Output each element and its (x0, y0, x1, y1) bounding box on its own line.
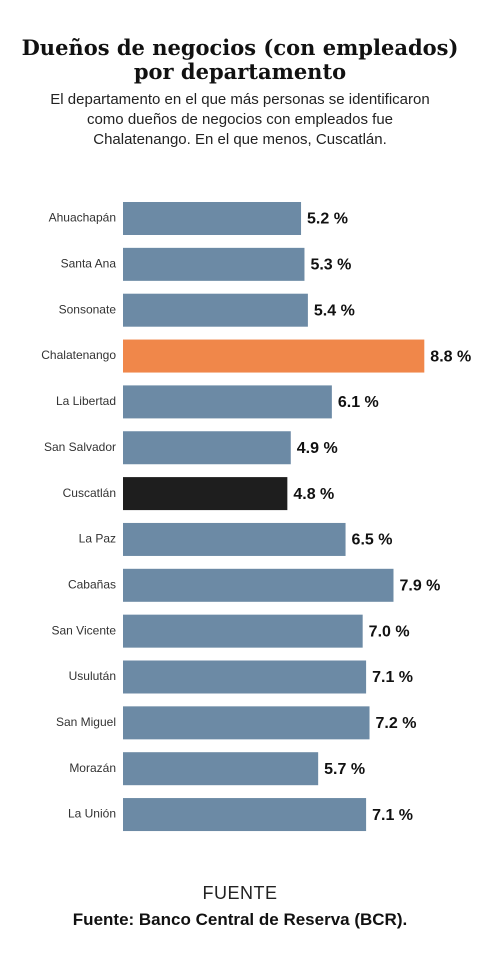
category-label: Usulután (69, 669, 116, 683)
value-label: 7.2 % (376, 715, 417, 732)
bar-chart: Ahuachapán 5.2 % Santa Ana 5.3 % Sonsonate 5.… (41, 202, 471, 832)
value-label: 6.5 % (352, 532, 393, 549)
bar-row: La Paz 6.5 % (79, 522, 393, 556)
chart-title-line-2: por departamento (133, 59, 347, 84)
bar (123, 522, 346, 556)
bar (123, 385, 332, 419)
value-label: 4.8 % (293, 486, 334, 503)
bar (123, 293, 308, 327)
bar (123, 614, 363, 648)
value-label: 7.1 % (372, 669, 413, 686)
bar-row: Cabañas 7.9 % (68, 568, 440, 602)
value-label: 7.9 % (399, 578, 440, 595)
bar (123, 568, 394, 602)
value-label: 5.2 % (307, 211, 348, 228)
chart-subtitle: El departamento en el que más personas s… (20, 90, 460, 150)
category-label: Ahuachapán (49, 211, 116, 225)
bar (123, 752, 319, 786)
bar-row: La Libertad 6.1 % (56, 385, 379, 419)
category-label: San Miguel (56, 715, 116, 729)
bar (123, 477, 288, 511)
chart-subtitle-line-2: como dueños de negocios con empleados fu… (86, 111, 394, 128)
chart-subtitle-line-1: El departamento en el que más personas s… (50, 91, 430, 108)
bar-row: Morazán 5.7 % (69, 752, 365, 786)
value-label: 7.1 % (372, 807, 413, 824)
category-label: Santa Ana (61, 257, 117, 271)
value-label: 5.4 % (314, 302, 355, 319)
bar (123, 798, 367, 832)
category-label: La Paz (79, 532, 116, 546)
bar-row: Usulután 7.1 % (69, 660, 413, 694)
category-label: Sonsonate (59, 302, 117, 316)
category-label: Cabañas (68, 577, 116, 591)
bar-row: San Vicente 7.0 % (52, 614, 410, 648)
bar-row: Santa Ana 5.3 % (61, 247, 351, 281)
category-label: La Unión (68, 807, 116, 821)
bar (123, 431, 291, 465)
bar (123, 202, 302, 235)
bar (123, 660, 367, 694)
category-label: San Vicente (52, 623, 117, 637)
bar-row: Sonsonate 5.4 % (59, 293, 355, 327)
value-label: 6.1 % (338, 394, 379, 411)
source-text: Fuente: Banco Central de Reserva (BCR). (72, 910, 408, 929)
bar (123, 339, 425, 373)
source-heading: FUENTE (202, 883, 278, 903)
bar-row: Cuscatlán 4.8 % (63, 477, 334, 511)
bar-row: La Unión 7.1 % (68, 798, 413, 832)
value-label: 8.8 % (430, 348, 471, 365)
value-label: 7.0 % (369, 623, 410, 640)
category-label: San Salvador (44, 440, 116, 454)
value-label: 5.7 % (324, 761, 365, 778)
bar-row: Chalatenango 8.8 % (41, 339, 471, 373)
chart-title-line-1: Dueños de negocios (con empleados) (21, 35, 459, 60)
bar-row: Ahuachapán 5.2 % (49, 202, 348, 235)
bar (123, 247, 305, 281)
bar-row: San Miguel 7.2 % (56, 706, 417, 740)
chart-title: Dueños de negocios (con empleados) por d… (0, 36, 480, 84)
category-label: La Libertad (56, 394, 116, 408)
bar-row: San Salvador 4.9 % (44, 431, 338, 465)
category-label: Morazán (69, 761, 116, 775)
bar (123, 706, 370, 740)
category-label: Cuscatlán (63, 486, 116, 500)
chart-subtitle-line-3: Chalatenango. En el que menos, Cuscatlán… (93, 131, 387, 148)
value-label: 4.9 % (297, 440, 338, 457)
value-label: 5.3 % (310, 257, 351, 274)
category-label: Chalatenango (41, 348, 116, 362)
